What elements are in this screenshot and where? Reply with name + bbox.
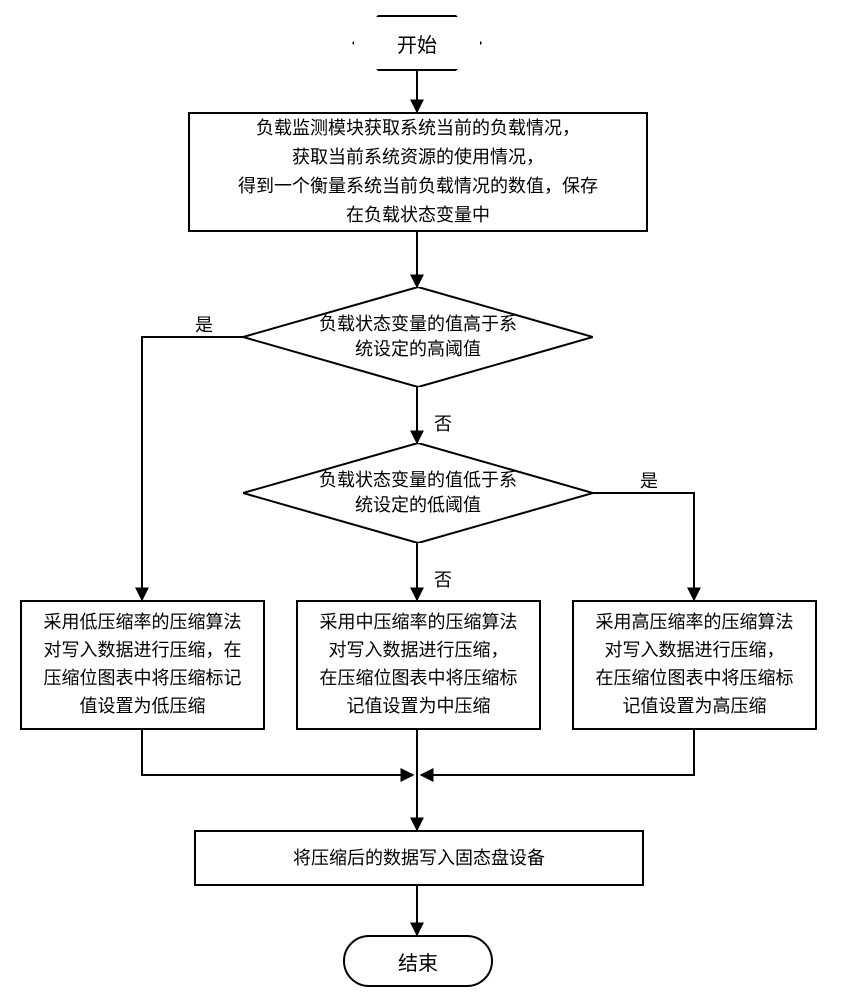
start-terminal: 开始 xyxy=(352,15,482,71)
plow-line1: 对写入数据进行压缩，在 xyxy=(44,637,242,665)
d1-line1: 统设定的高阈值 xyxy=(319,337,517,362)
pmid-line2: 在压缩位图表中将压缩标 xyxy=(320,665,518,693)
process-load-monitor: 负载监测模块获取系统当前的负载情况， 获取当前系统资源的使用情况， 得到一个衡量… xyxy=(188,112,648,232)
pmid-line1: 对写入数据进行压缩， xyxy=(329,637,509,665)
p1-line0: 负载监测模块获取系统当前的负载情况， xyxy=(256,114,580,143)
plow-line3: 值设置为低压缩 xyxy=(80,693,206,721)
process-high-compression: 采用高压缩率的压缩算法 对写入数据进行压缩， 在压缩位图表中将压缩标 记值设置为… xyxy=(572,600,817,730)
pmid-line0: 采用中压缩率的压缩算法 xyxy=(320,609,518,637)
edge-label-d2-yes: 是 xyxy=(640,467,658,493)
plow-line0: 采用低压缩率的压缩算法 xyxy=(44,609,242,637)
phigh-line3: 记值设置为高压缩 xyxy=(623,693,767,721)
edge-label-d1-yes: 是 xyxy=(195,311,213,337)
d2-line0: 负载状态变量的值低于系 xyxy=(319,468,517,493)
p1-line3: 在负载状态变量中 xyxy=(346,201,490,230)
edge-label-d1-no: 否 xyxy=(434,410,452,436)
phigh-line0: 采用高压缩率的压缩算法 xyxy=(596,609,794,637)
plow-line2: 压缩位图表中将压缩标记 xyxy=(44,665,242,693)
process-mid-compression: 采用中压缩率的压缩算法 对写入数据进行压缩， 在压缩位图表中将压缩标 记值设置为… xyxy=(296,600,541,730)
pwrite-line0: 将压缩后的数据写入固态盘设备 xyxy=(293,844,545,873)
d2-line1: 统设定的低阈值 xyxy=(319,493,517,518)
end-label: 结束 xyxy=(398,947,438,976)
p1-line2: 得到一个衡量系统当前负载情况的数值，保存 xyxy=(238,172,598,201)
phigh-line1: 对写入数据进行压缩， xyxy=(605,637,785,665)
process-write-ssd: 将压缩后的数据写入固态盘设备 xyxy=(194,830,644,886)
phigh-line2: 在压缩位图表中将压缩标 xyxy=(596,665,794,693)
process-low-compression: 采用低压缩率的压缩算法 对写入数据进行压缩，在 压缩位图表中将压缩标记 值设置为… xyxy=(20,600,265,730)
pmid-line3: 记值设置为中压缩 xyxy=(347,693,491,721)
end-terminal: 结束 xyxy=(343,935,493,987)
decision-high-threshold: 负载状态变量的值高于系 统设定的高阈值 xyxy=(243,287,593,387)
decision-low-threshold: 负载状态变量的值低于系 统设定的低阈值 xyxy=(243,443,593,543)
p1-line1: 获取当前系统资源的使用情况， xyxy=(292,143,544,172)
d1-line0: 负载状态变量的值高于系 xyxy=(319,312,517,337)
edge-label-d2-no: 否 xyxy=(434,566,452,592)
start-label: 开始 xyxy=(397,29,437,58)
